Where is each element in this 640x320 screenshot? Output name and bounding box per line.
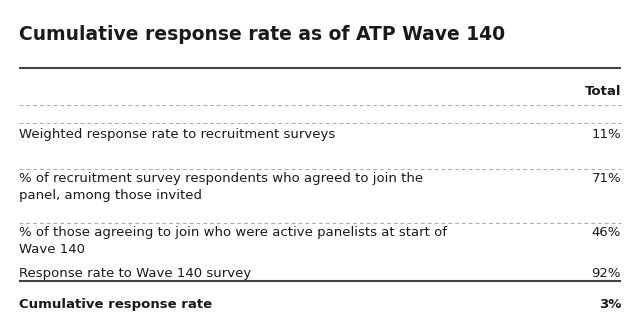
- Text: % of those agreeing to join who were active panelists at start of
Wave 140: % of those agreeing to join who were act…: [19, 226, 447, 256]
- Text: Response rate to Wave 140 survey: Response rate to Wave 140 survey: [19, 267, 251, 280]
- Text: 92%: 92%: [591, 267, 621, 280]
- Text: Cumulative response rate as of ATP Wave 140: Cumulative response rate as of ATP Wave …: [19, 25, 505, 44]
- Text: 46%: 46%: [592, 226, 621, 239]
- Text: 3%: 3%: [598, 298, 621, 311]
- Text: 71%: 71%: [591, 172, 621, 185]
- Text: 11%: 11%: [591, 128, 621, 141]
- Text: % of recruitment survey respondents who agreed to join the
panel, among those in: % of recruitment survey respondents who …: [19, 172, 423, 202]
- Text: Total: Total: [584, 85, 621, 98]
- Text: Cumulative response rate: Cumulative response rate: [19, 298, 212, 311]
- Text: Weighted response rate to recruitment surveys: Weighted response rate to recruitment su…: [19, 128, 335, 141]
